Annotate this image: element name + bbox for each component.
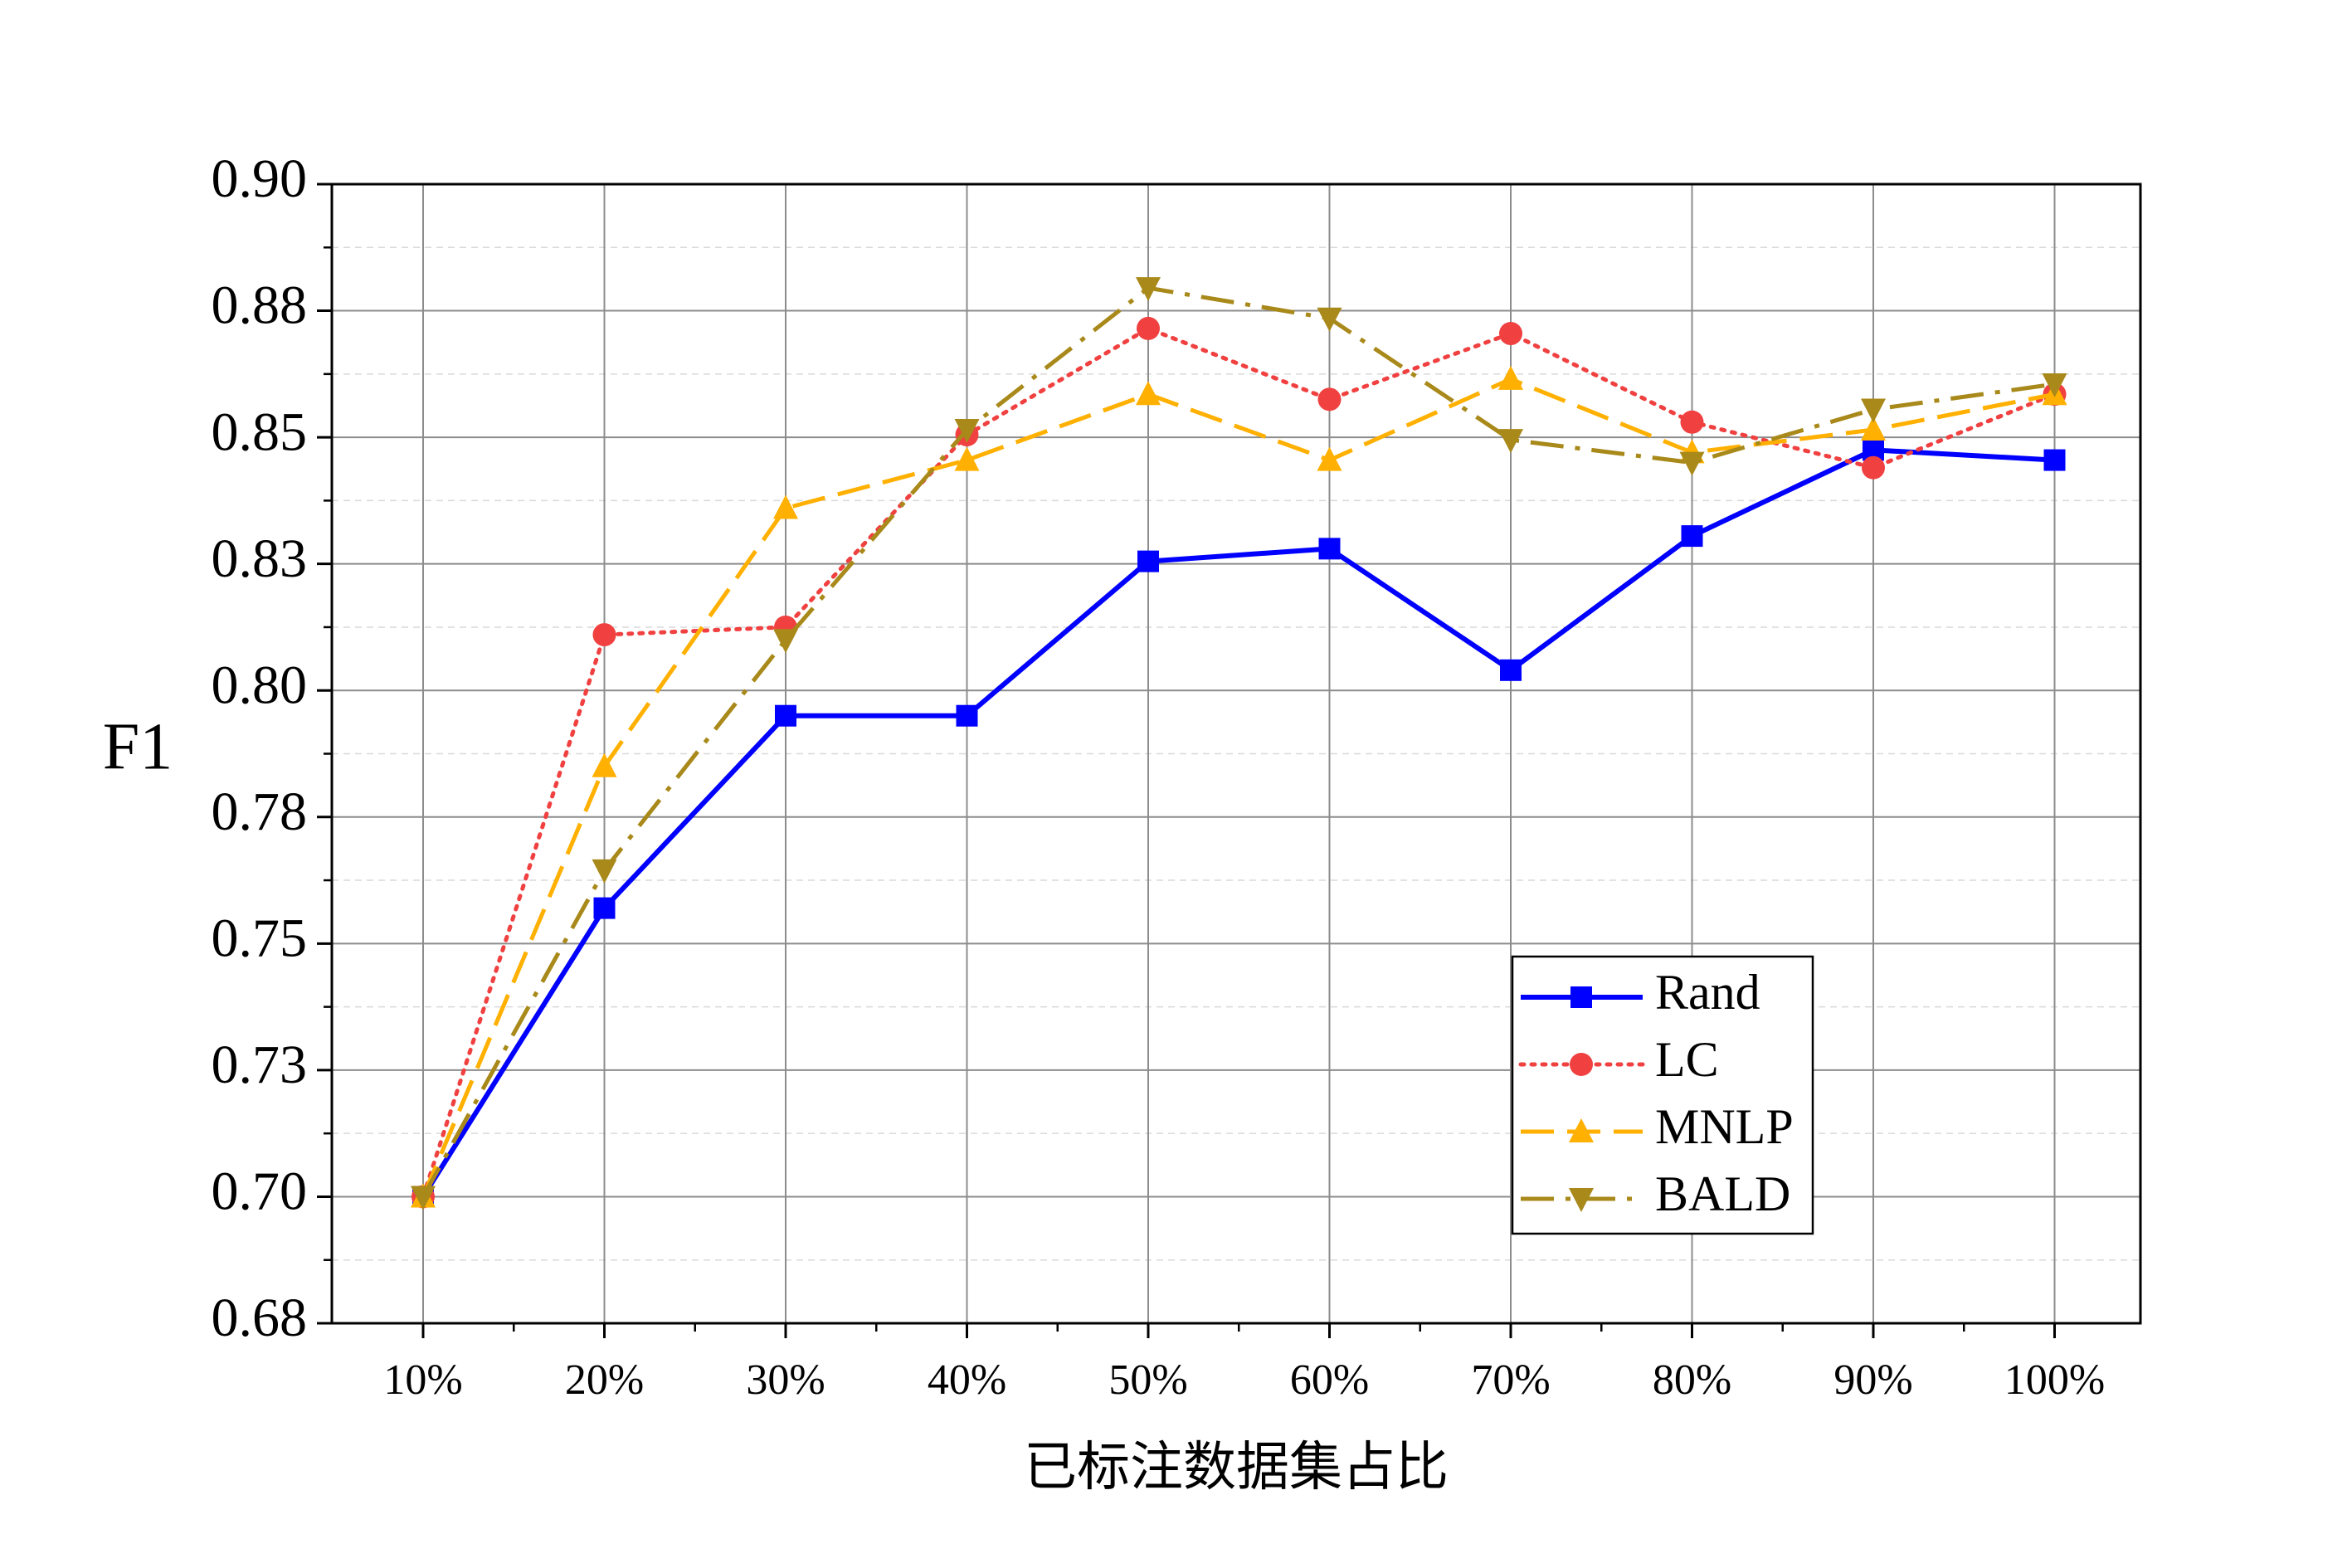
data-point-mnlp bbox=[592, 752, 617, 777]
series-layer bbox=[411, 277, 2067, 1210]
y-tick-label: 0.83 bbox=[212, 528, 308, 589]
x-axis-title: 已标注数据集占比 bbox=[1024, 1437, 1449, 1498]
x-tick-label: 50% bbox=[1108, 1356, 1187, 1404]
data-point-rand bbox=[1500, 659, 1522, 681]
legend-item-mnlp: MNLP bbox=[1521, 1099, 1794, 1154]
legend-box bbox=[1511, 955, 1814, 1235]
data-point-mnlp bbox=[1498, 365, 1523, 390]
x-tick-label: 60% bbox=[1290, 1356, 1369, 1404]
data-point-bald bbox=[1679, 451, 1705, 476]
x-tick-label: 100% bbox=[2004, 1356, 2105, 1404]
series-line-bald bbox=[421, 285, 2055, 1198]
data-point-lc bbox=[1137, 316, 1160, 340]
data-point-mnlp bbox=[1861, 416, 1886, 441]
data-point-bald bbox=[1861, 398, 1886, 423]
data-point-lc bbox=[1862, 455, 1885, 480]
x-tick-label: 10% bbox=[383, 1356, 462, 1404]
series-line-mnlp bbox=[421, 377, 2055, 1198]
data-point-rand bbox=[593, 897, 616, 919]
y-tick-label: 0.88 bbox=[212, 275, 308, 336]
legend-label: BALD bbox=[1655, 1166, 1790, 1221]
data-point-mnlp bbox=[954, 446, 980, 471]
legend-marker bbox=[1569, 1188, 1594, 1212]
plot-frame bbox=[330, 183, 2142, 1325]
legend-item-bald: BALD bbox=[1521, 1166, 1790, 1221]
legend: Rand LC MNLP BALD bbox=[1511, 955, 1814, 1235]
x-tick-label: 40% bbox=[928, 1356, 1006, 1404]
legend-item-rand: Rand bbox=[1521, 965, 1760, 1020]
series-line-lc bbox=[421, 326, 2057, 1199]
legend-label: LC bbox=[1655, 1032, 1719, 1087]
data-point-bald bbox=[954, 418, 980, 443]
data-point-rand bbox=[775, 704, 796, 727]
gridlines bbox=[332, 183, 2140, 1324]
y-tick-label: 0.70 bbox=[212, 1161, 308, 1222]
data-point-bald bbox=[411, 1186, 436, 1210]
legend-marker bbox=[1570, 986, 1592, 1008]
data-point-rand bbox=[1137, 550, 1159, 572]
series-mnlp bbox=[411, 365, 2067, 1208]
data-point-bald bbox=[1136, 277, 1161, 302]
data-point-bald bbox=[1317, 307, 1342, 332]
data-point-bald bbox=[773, 629, 798, 654]
data-point-lc bbox=[1317, 387, 1342, 411]
legend-item-lc: LC bbox=[1518, 1032, 1719, 1087]
data-point-rand bbox=[1318, 538, 1341, 560]
data-point-bald bbox=[2042, 373, 2067, 398]
x-tick-label: 70% bbox=[1471, 1356, 1550, 1404]
legend-label: Rand bbox=[1655, 965, 1760, 1020]
x-tick-label: 20% bbox=[565, 1356, 644, 1404]
data-point-rand bbox=[956, 704, 978, 727]
series-bald bbox=[411, 277, 2067, 1210]
y-tick-label: 0.90 bbox=[212, 149, 308, 209]
data-point-rand bbox=[1681, 525, 1703, 548]
data-point-bald bbox=[1498, 429, 1523, 454]
legend-label: MNLP bbox=[1655, 1099, 1794, 1154]
y-tick-label: 0.75 bbox=[212, 908, 308, 968]
y-tick-label: 0.85 bbox=[212, 402, 308, 462]
data-point-rand bbox=[2043, 449, 2066, 471]
data-point-bald bbox=[592, 859, 617, 884]
data-point-lc bbox=[1680, 410, 1704, 434]
data-point-mnlp bbox=[773, 494, 798, 519]
y-axis-ticks: 0.90 0.88 0.85 0.83 0.80 0.78 0.75 0.73 0.70 0.68 bbox=[212, 149, 332, 1348]
data-point-mnlp bbox=[1317, 446, 1342, 471]
x-axis-ticks: 10% 20% 30% 40% 50% 60% 70% 80% 90% 100% bbox=[383, 1323, 2105, 1404]
series-line-rand bbox=[421, 447, 2055, 1199]
data-point-mnlp bbox=[1136, 381, 1161, 406]
y-tick-label: 0.68 bbox=[212, 1288, 308, 1348]
x-tick-label: 80% bbox=[1653, 1356, 1731, 1404]
y-axis-title: F1 bbox=[103, 710, 173, 783]
data-point-lc bbox=[592, 623, 616, 647]
y-tick-label: 0.73 bbox=[212, 1035, 308, 1095]
x-tick-label: 90% bbox=[1833, 1356, 1912, 1404]
legend-marker bbox=[1569, 1118, 1594, 1142]
y-tick-label: 0.78 bbox=[212, 782, 308, 842]
legend-marker bbox=[1570, 1053, 1593, 1076]
y-tick-label: 0.80 bbox=[212, 655, 308, 715]
data-point-lc bbox=[1499, 322, 1522, 346]
x-tick-label: 30% bbox=[746, 1356, 825, 1404]
